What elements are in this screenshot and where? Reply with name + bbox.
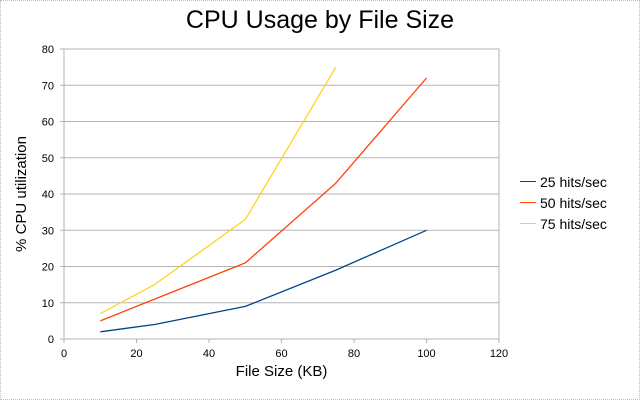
series-line-1 <box>100 229 427 333</box>
x-tick-label-0: 0 <box>61 348 67 360</box>
series-line-2 <box>100 77 427 322</box>
x-tick-label-80: 80 <box>348 348 360 360</box>
y-tick-label-80: 80 <box>42 44 54 56</box>
chart-title: CPU Usage by File Size <box>185 6 455 34</box>
legend-swatch-25-hits <box>520 181 536 182</box>
x-tick-label-100: 100 <box>417 348 435 360</box>
legend-item-75-hits: 75 hits/sec <box>520 213 607 234</box>
y-axis-label: % CPU utilization <box>13 136 30 252</box>
series-line-3 <box>99 66 337 315</box>
x-tick-label-60: 60 <box>275 348 287 360</box>
y-tick-label-30: 30 <box>42 225 54 237</box>
x-tick-label-120: 120 <box>490 348 508 360</box>
x-tick-label-20: 20 <box>130 348 142 360</box>
y-tick-label-0: 0 <box>48 334 54 346</box>
legend-item-50-hits: 50 hits/sec <box>520 192 607 213</box>
legend: 25 hits/sec 50 hits/sec 75 hits/sec <box>520 171 607 234</box>
y-tick-label-70: 70 <box>42 80 54 92</box>
legend-swatch-50-hits <box>520 202 536 203</box>
legend-swatch-75-hits <box>520 223 536 224</box>
y-tick-label-20: 20 <box>42 262 54 274</box>
y-tick-label-40: 40 <box>42 189 54 201</box>
y-tick-label-60: 60 <box>42 117 54 129</box>
x-axis-label: File Size (KB) <box>236 363 328 380</box>
legend-label-50-hits: 50 hits/sec <box>540 194 607 211</box>
y-tick-label-10: 10 <box>42 298 54 310</box>
x-tick-label-40: 40 <box>203 348 215 360</box>
legend-label-75-hits: 75 hits/sec <box>540 215 607 232</box>
y-tick-label-50: 50 <box>42 153 54 165</box>
legend-label-25-hits: 25 hits/sec <box>540 173 607 190</box>
legend-item-25-hits: 25 hits/sec <box>520 171 607 192</box>
